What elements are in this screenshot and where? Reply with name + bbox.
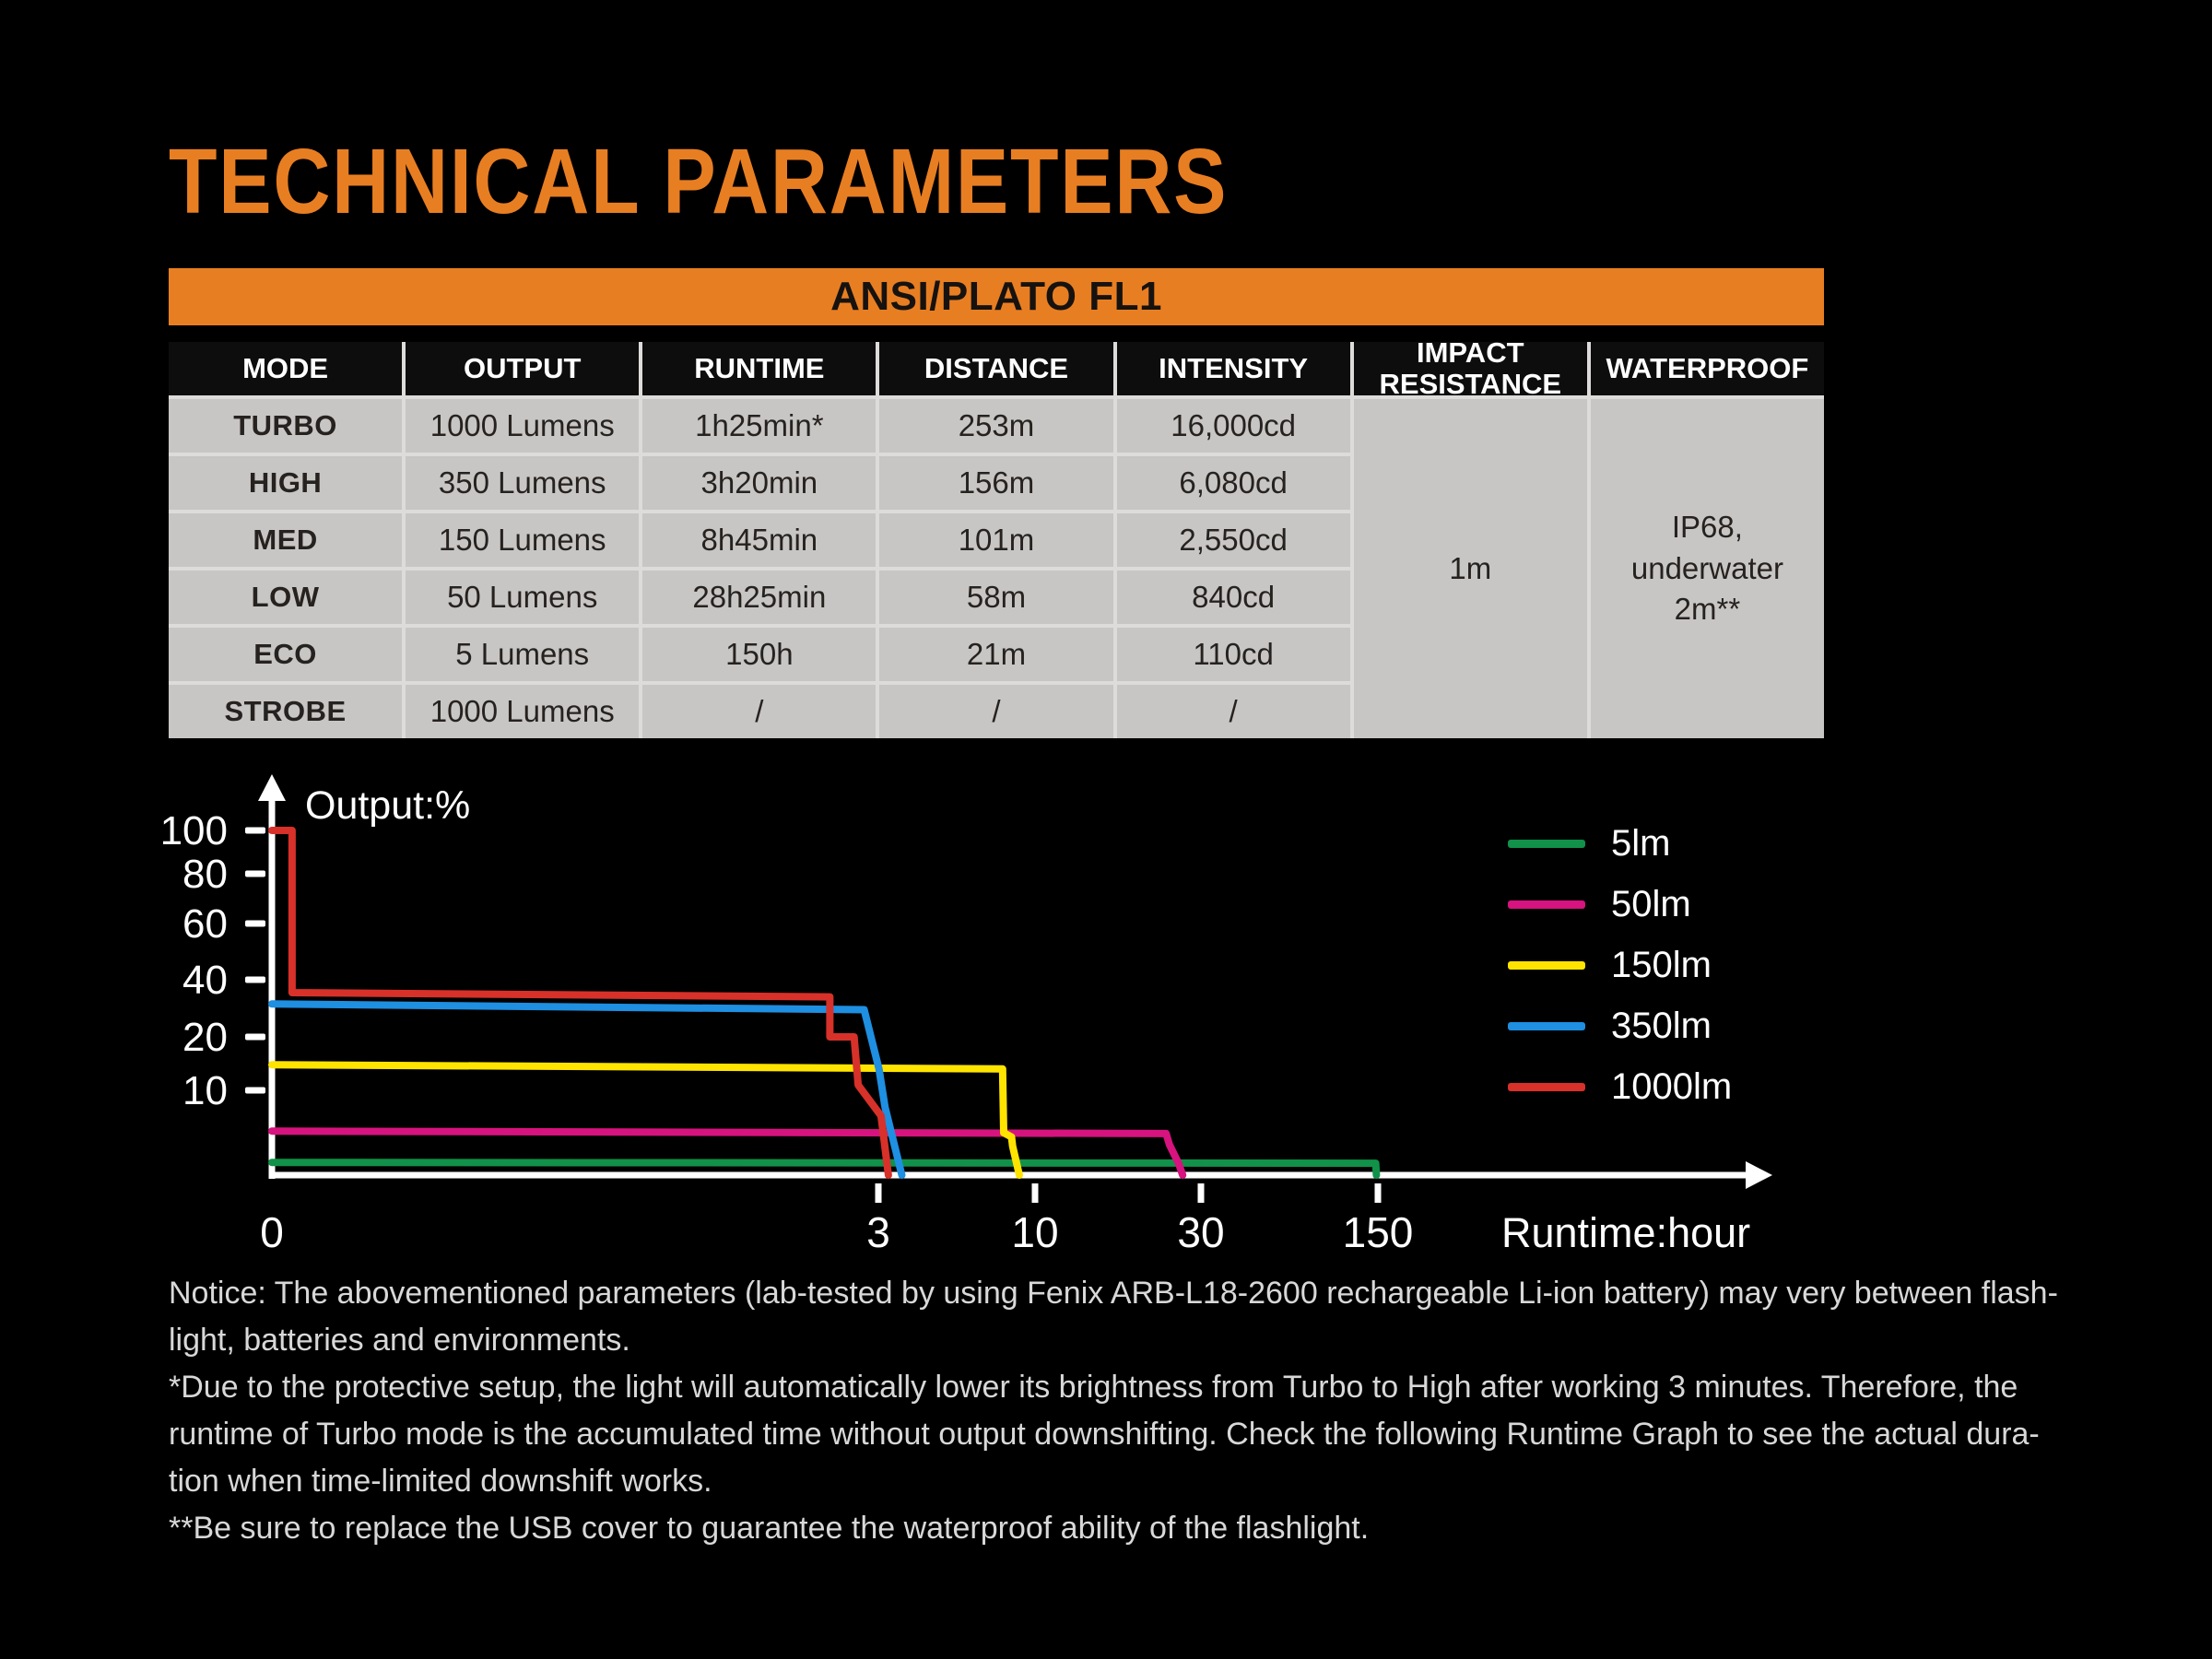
x-axis-arrowhead — [1746, 1161, 1772, 1189]
legend-item-350lm: 350lm — [1508, 995, 1732, 1056]
x-tick-label: 10 — [1011, 1208, 1058, 1256]
table-cell-high-output: 350 Lumens — [406, 456, 640, 510]
y-tick-label: 10 — [182, 1068, 228, 1113]
table-cell-strobe-intensity: / — [1116, 685, 1350, 738]
column-header-waterproof: WATERPROOF — [1590, 342, 1824, 395]
legend-item-1000lm: 1000lm — [1508, 1056, 1732, 1117]
column-header-distance: DISTANCE — [879, 342, 1113, 395]
legend-item-150lm: 150lm — [1508, 935, 1732, 995]
legend-label: 1000lm — [1611, 1065, 1733, 1107]
x-tick — [875, 1183, 882, 1203]
y-tick — [245, 920, 265, 927]
table-cell-med-mode: MED — [169, 513, 403, 567]
legend-swatch-150lm — [1508, 960, 1585, 970]
y-tick-label: 20 — [182, 1015, 228, 1060]
waterproof-line: underwater — [1630, 550, 1783, 585]
x-tick-label: 150 — [1343, 1208, 1414, 1256]
table-cell-strobe-runtime: / — [642, 685, 877, 738]
y-tick — [245, 1033, 265, 1041]
table-cell-med-output: 150 Lumens — [406, 513, 640, 567]
table-cell-med-intensity: 2,550cd — [1116, 513, 1350, 567]
table-cell-low-distance: 58m — [879, 571, 1113, 624]
chart-legend: 5lm 50lm 150lm 350lm 1000lm — [1508, 813, 1732, 1117]
column-header-mode: MODE — [169, 342, 403, 395]
waterproof-line: IP68, — [1671, 510, 1743, 545]
series-50lm-line — [268, 1127, 1187, 1179]
legend-label: 50lm — [1611, 883, 1691, 924]
notice-line: **Be sure to replace the USB cover to gu… — [169, 1511, 1370, 1546]
table-cell-eco-mode: ECO — [169, 628, 403, 681]
y-tick — [245, 827, 265, 834]
table-cell-high-intensity: 6,080cd — [1116, 456, 1350, 510]
legend-label: 350lm — [1611, 1005, 1712, 1046]
notice-text: Notice: The abovementioned parameters (l… — [169, 1270, 2058, 1552]
notice-line: tion when time-limited downshift works. — [169, 1464, 712, 1499]
notice-line: *Due to the protective setup, the light … — [169, 1370, 2018, 1405]
notice-line: light, batteries and environments. — [169, 1323, 630, 1358]
table-cell-high-mode: HIGH — [169, 456, 403, 510]
legend-swatch-5lm — [1508, 839, 1585, 848]
x-axis-title: Runtime:hour — [1501, 1209, 1750, 1256]
table-cell-turbo-intensity: 16,000cd — [1116, 399, 1350, 453]
table-cell-strobe-distance: / — [879, 685, 1113, 738]
table-cell-low-intensity: 840cd — [1116, 571, 1350, 624]
table-cell-turbo-output: 1000 Lumens — [406, 399, 640, 453]
notice-line: Notice: The abovementioned parameters (l… — [169, 1276, 2058, 1311]
table-cell-low-mode: LOW — [169, 571, 403, 624]
table-cell-turbo-runtime: 1h25min* — [642, 399, 877, 453]
y-tick-label: 80 — [182, 852, 228, 897]
x-tick — [1197, 1183, 1205, 1203]
table-banner: ANSI/PLATO FL1 — [169, 268, 1824, 325]
waterproof-line: 2m** — [1674, 592, 1741, 627]
x-tick-label: 30 — [1177, 1208, 1224, 1256]
table-cell-strobe-output: 1000 Lumens — [406, 685, 640, 738]
y-tick-label: 40 — [182, 958, 228, 1003]
y-tick — [245, 976, 265, 983]
table-cell-low-output: 50 Lumens — [406, 571, 640, 624]
column-header-runtime: RUNTIME — [642, 342, 877, 395]
legend-swatch-50lm — [1508, 900, 1585, 909]
table-cell-med-runtime: 8h45min — [642, 513, 877, 567]
y-tick — [245, 870, 265, 877]
table-cell-eco-distance: 21m — [879, 628, 1113, 681]
x-tick-label: 0 — [260, 1208, 284, 1256]
table-cell-low-runtime: 28h25min — [642, 571, 877, 624]
legend-swatch-350lm — [1508, 1021, 1585, 1030]
series-5lm-line — [268, 1159, 1381, 1179]
column-header-impact-resistance: IMPACT RESISTANCE — [1353, 336, 1587, 400]
series-350lm-line — [268, 1000, 906, 1179]
x-tick — [1374, 1183, 1382, 1203]
legend-item-5lm: 5lm — [1508, 813, 1732, 874]
legend-swatch-1000lm — [1508, 1082, 1585, 1091]
table-cell-turbo-mode: TURBO — [169, 399, 403, 453]
x-tick-label: 3 — [866, 1208, 890, 1256]
y-tick-label: 60 — [182, 901, 228, 947]
legend-label: 150lm — [1611, 944, 1712, 985]
notice-line: runtime of Turbo mode is the accumulated… — [169, 1417, 2040, 1452]
table-cell-eco-intensity: 110cd — [1116, 628, 1350, 681]
table-cell-strobe-mode: STROBE — [169, 685, 403, 738]
legend-item-50lm: 50lm — [1508, 874, 1732, 935]
column-header-intensity: INTENSITY — [1116, 342, 1350, 395]
table-cell-high-runtime: 3h20min — [642, 456, 877, 510]
page-title: TECHNICAL PARAMETERS — [169, 130, 1229, 233]
column-header-output: OUTPUT — [406, 342, 640, 395]
parameters-table: MODE OUTPUT RUNTIME DISTANCE INTENSITY IMPACT… — [169, 336, 1824, 738]
y-axis-arrowhead — [258, 774, 286, 801]
table-cell-waterproof: IP68, underwater 2m** — [1590, 399, 1824, 738]
table-cell-med-distance: 101m — [879, 513, 1113, 567]
y-tick — [245, 1087, 265, 1094]
table-cell-turbo-distance: 253m — [879, 399, 1113, 453]
table-cell-high-distance: 156m — [879, 456, 1113, 510]
y-axis-title: Output:% — [305, 783, 470, 828]
table-cell-eco-runtime: 150h — [642, 628, 877, 681]
legend-label: 5lm — [1611, 822, 1671, 864]
series-150lm-line — [268, 1061, 1023, 1179]
series-1000lm-line — [268, 827, 892, 1179]
x-tick — [1031, 1183, 1039, 1203]
table-cell-eco-output: 5 Lumens — [406, 628, 640, 681]
table-cell-impact-resistance: 1m — [1353, 399, 1587, 738]
y-tick-label: 100 — [160, 808, 228, 853]
